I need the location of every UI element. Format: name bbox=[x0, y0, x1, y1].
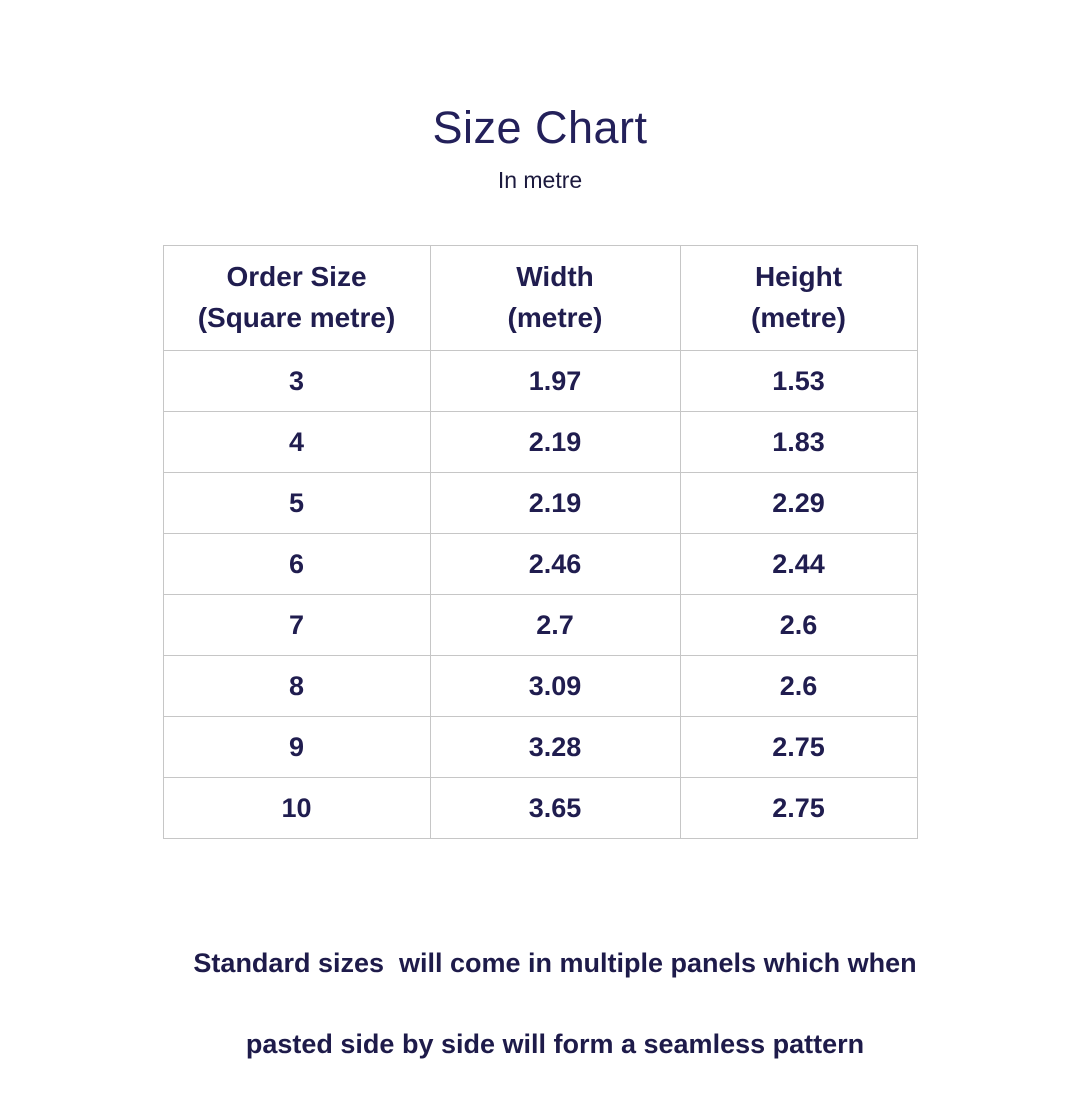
table-row: 3 1.97 1.53 bbox=[162, 350, 918, 412]
cell-height: 1.83 bbox=[679, 411, 918, 473]
cell-width: 3.65 bbox=[429, 777, 681, 839]
table-row: 10 3.65 2.75 bbox=[162, 777, 918, 839]
cell-order-size: 10 bbox=[162, 777, 431, 839]
header-row: Order Size (Square metre) Width (metre) … bbox=[162, 245, 918, 351]
footer-note: Standard sizes will come in multiple pan… bbox=[90, 902, 990, 1105]
footer-note-line1: Standard sizes will come in multiple pan… bbox=[193, 947, 917, 978]
col-header-width: Width (metre) bbox=[429, 245, 681, 351]
cell-width: 1.97 bbox=[429, 350, 681, 412]
table-row: 4 2.19 1.83 bbox=[162, 411, 918, 473]
cell-order-size: 4 bbox=[162, 411, 431, 473]
cell-width: 2.19 bbox=[429, 411, 681, 473]
cell-height: 2.6 bbox=[679, 594, 918, 656]
size-table-header: Order Size (Square metre) Width (metre) … bbox=[162, 245, 918, 351]
page-subtitle: In metre bbox=[497, 167, 583, 193]
size-table: Order Size (Square metre) Width (metre) … bbox=[162, 245, 918, 839]
table-row: 8 3.09 2.6 bbox=[162, 655, 918, 717]
table-row: 7 2.7 2.6 bbox=[162, 594, 918, 656]
page-title: Size Chart bbox=[432, 102, 648, 153]
cell-height: 2.75 bbox=[679, 777, 918, 839]
cell-height: 2.44 bbox=[679, 533, 918, 595]
table-row: 6 2.46 2.44 bbox=[162, 533, 918, 595]
cell-width: 3.28 bbox=[429, 716, 681, 778]
cell-order-size: 9 bbox=[162, 716, 431, 778]
cell-height: 2.6 bbox=[679, 655, 918, 717]
size-chart-page: Size Chart In metre Order Size (Square m… bbox=[162, 102, 918, 1059]
cell-order-size: 8 bbox=[162, 655, 431, 717]
col-header-order-size: Order Size (Square metre) bbox=[162, 245, 431, 351]
size-table-body: 3 1.97 1.53 4 2.19 1.83 5 2.19 2.29 6 2.46 2.44 7 2.7… bbox=[162, 350, 918, 839]
cell-order-size: 6 bbox=[162, 533, 431, 595]
cell-order-size: 5 bbox=[162, 472, 431, 534]
cell-height: 2.75 bbox=[679, 716, 918, 778]
cell-width: 2.46 bbox=[429, 533, 681, 595]
cell-order-size: 7 bbox=[162, 594, 431, 656]
cell-order-size: 3 bbox=[162, 350, 431, 412]
cell-width: 2.7 bbox=[429, 594, 681, 656]
footer-note-line2: pasted side by side will form a seamless… bbox=[245, 1028, 865, 1059]
cell-width: 3.09 bbox=[429, 655, 681, 717]
col-header-height: Height (metre) bbox=[679, 245, 918, 351]
table-row: 5 2.19 2.29 bbox=[162, 472, 918, 534]
cell-height: 1.53 bbox=[679, 350, 918, 412]
cell-width: 2.19 bbox=[429, 472, 681, 534]
table-row: 9 3.28 2.75 bbox=[162, 716, 918, 778]
cell-height: 2.29 bbox=[679, 472, 918, 534]
